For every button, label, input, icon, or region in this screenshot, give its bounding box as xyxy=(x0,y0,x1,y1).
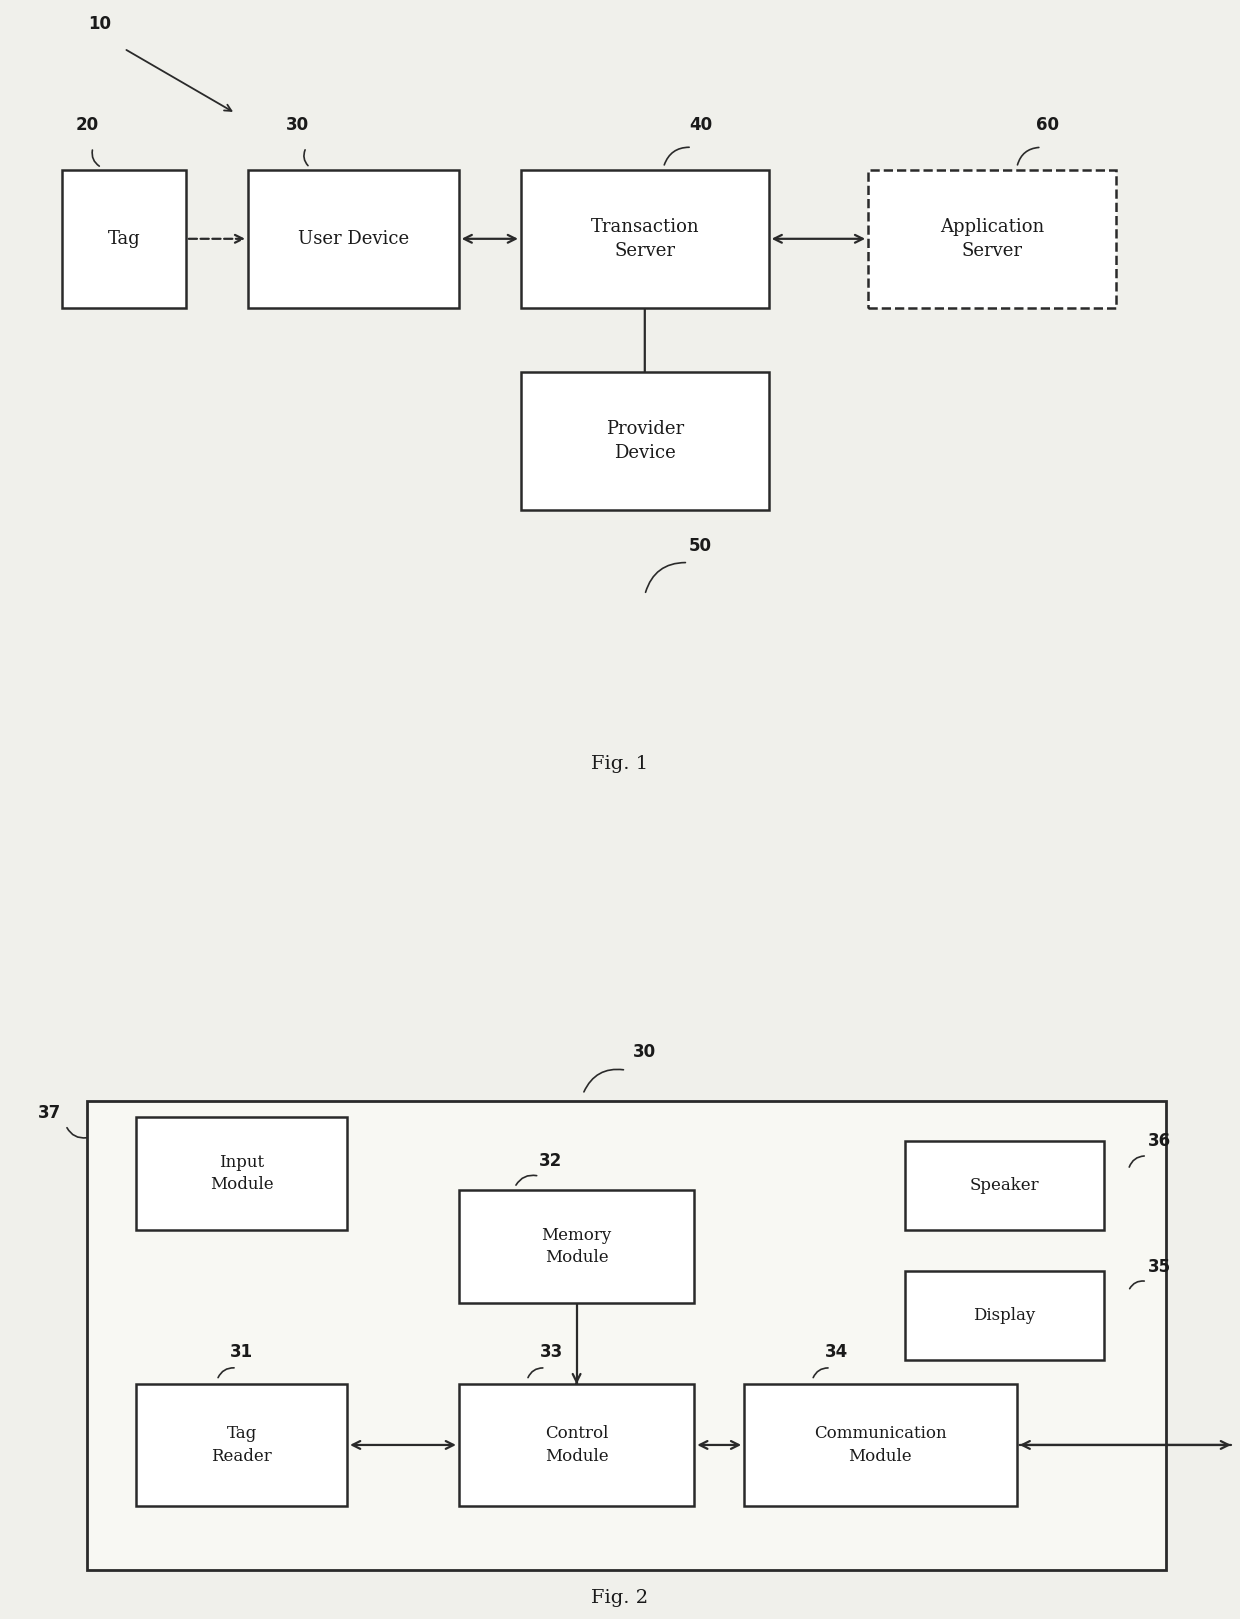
Text: Fig. 1: Fig. 1 xyxy=(591,754,649,772)
Text: Memory
Module: Memory Module xyxy=(542,1227,611,1266)
Text: 60: 60 xyxy=(1037,117,1059,134)
Text: Communication
Module: Communication Module xyxy=(815,1425,946,1465)
FancyBboxPatch shape xyxy=(868,170,1116,308)
FancyBboxPatch shape xyxy=(248,170,459,308)
Text: User Device: User Device xyxy=(298,230,409,248)
Text: Display: Display xyxy=(973,1307,1035,1324)
Text: Transaction
Server: Transaction Server xyxy=(590,219,699,259)
Text: Fig. 2: Fig. 2 xyxy=(591,1588,649,1606)
Text: 33: 33 xyxy=(541,1342,563,1362)
Text: 34: 34 xyxy=(826,1342,848,1362)
Text: Provider
Device: Provider Device xyxy=(605,421,684,461)
Text: 31: 31 xyxy=(231,1342,253,1362)
Text: 30: 30 xyxy=(634,1043,656,1062)
FancyBboxPatch shape xyxy=(459,1190,694,1303)
Text: Control
Module: Control Module xyxy=(544,1425,609,1465)
Text: Application
Server: Application Server xyxy=(940,219,1044,259)
FancyBboxPatch shape xyxy=(905,1271,1104,1360)
Text: 50: 50 xyxy=(689,538,712,555)
FancyBboxPatch shape xyxy=(521,372,769,510)
FancyBboxPatch shape xyxy=(136,1384,347,1506)
Text: 40: 40 xyxy=(689,117,712,134)
Text: Tag
Reader: Tag Reader xyxy=(212,1425,272,1465)
Text: 10: 10 xyxy=(88,15,110,34)
Text: 36: 36 xyxy=(1148,1132,1171,1151)
Text: 20: 20 xyxy=(76,117,98,134)
FancyBboxPatch shape xyxy=(62,170,186,308)
FancyBboxPatch shape xyxy=(905,1141,1104,1230)
Text: 37: 37 xyxy=(38,1104,61,1122)
Text: 30: 30 xyxy=(286,117,309,134)
FancyBboxPatch shape xyxy=(744,1384,1017,1506)
Text: Tag: Tag xyxy=(108,230,140,248)
FancyBboxPatch shape xyxy=(87,1101,1166,1570)
FancyBboxPatch shape xyxy=(521,170,769,308)
Text: 35: 35 xyxy=(1148,1258,1171,1276)
FancyBboxPatch shape xyxy=(459,1384,694,1506)
Text: 32: 32 xyxy=(539,1151,562,1171)
Text: Input
Module: Input Module xyxy=(210,1154,274,1193)
Text: Speaker: Speaker xyxy=(970,1177,1039,1195)
FancyBboxPatch shape xyxy=(136,1117,347,1230)
